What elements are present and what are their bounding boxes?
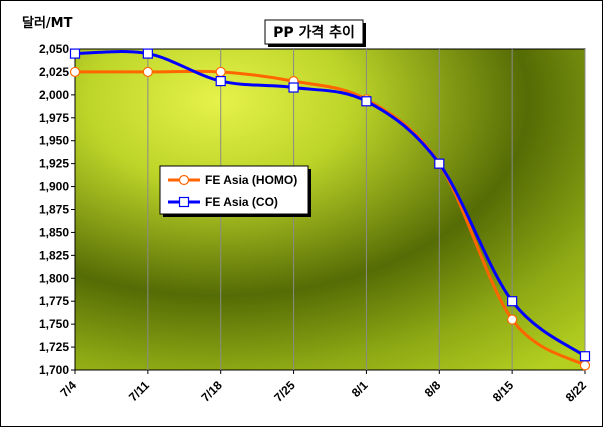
y-tick-label: 1,850 [39,225,69,239]
y-tick-label: 1,900 [39,180,69,194]
chart-title: PP 가격 추이 [273,24,355,41]
y-tick-label: 2,050 [39,42,69,56]
y-tick-label: 2,000 [39,88,69,102]
legend: FE Asia (HOMO) FE Asia (CO) [159,165,311,217]
data-point-square [361,96,372,107]
legend-marker-circle [178,174,190,186]
series-line [74,69,586,367]
y-tick-label: 1,700 [39,363,69,377]
x-tick-label: 7/11 [126,378,152,404]
y-tick-label: 1,825 [39,248,69,262]
x-tick-label: 8/22 [563,378,590,405]
data-point-circle [69,66,81,78]
data-point-square [69,48,81,59]
legend-marker-square [178,196,190,208]
legend-item: FE Asia (CO) [168,195,278,209]
x-axis-ticks: 7/4 7/11 7/18 7/25 8/1 8/8 8/15 8/22 [57,370,589,405]
data-point-square [142,48,153,59]
y-tick-label: 1,800 [39,271,69,285]
data-point-square [579,351,591,362]
legend-label: FE Asia (CO) [205,195,278,209]
series-lines [69,48,591,371]
data-point-circle [507,314,518,325]
y-axis-unit-label: 달러/MT [22,15,73,31]
y-axis-ticks: 1,700 1,725 1,750 1,775 1,800 1,825 1,850 1,875… [39,42,75,377]
x-tick-label: 7/4 [57,378,79,400]
y-tick-label: 1,875 [39,203,69,217]
x-tick-label: 7/18 [198,378,225,405]
y-tick-label: 1,725 [39,340,69,354]
y-tick-label: 1,775 [39,294,69,308]
chart-title-box: PP 가격 추이 [264,19,366,47]
series-line [74,50,586,358]
y-tick-label: 1,750 [39,317,69,331]
data-point-square [288,82,299,93]
data-point-square [507,296,518,307]
data-point-circle [579,360,591,371]
y-tick-label: 1,975 [39,111,69,125]
data-point-circle [215,66,226,78]
series-co [69,48,591,362]
legend-item: FE Asia (HOMO) [168,173,297,187]
data-point-circle [142,66,153,78]
x-tick-label: 7/25 [271,378,298,405]
y-tick-label: 1,950 [39,134,69,148]
y-tick-label: 2,025 [39,65,69,79]
x-tick-label: 8/1 [349,378,371,400]
x-tick-label: 8/8 [422,378,444,400]
data-point-square [215,75,226,87]
data-point-square [434,158,445,169]
legend-label: FE Asia (HOMO) [205,173,297,187]
y-tick-label: 1,925 [39,157,69,171]
x-tick-label: 8/15 [490,378,517,405]
